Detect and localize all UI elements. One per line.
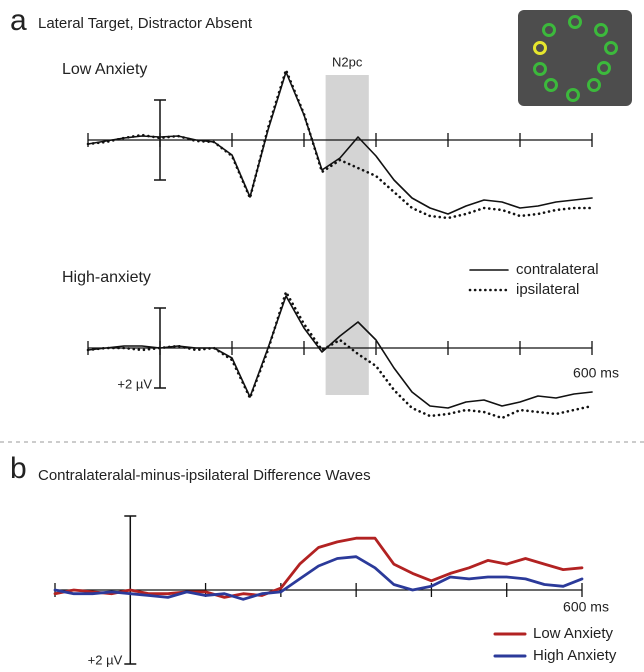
legend-label: contralateral bbox=[516, 261, 599, 278]
stimulus-inset bbox=[518, 10, 632, 106]
figure: a Lateral Target, Distractor Absent b Co… bbox=[0, 0, 644, 672]
panel-letter: b bbox=[10, 452, 27, 485]
panel-letter: a bbox=[10, 4, 27, 37]
scale-bar-label: +2 µV bbox=[117, 376, 152, 391]
chart-title: Low Anxiety bbox=[62, 61, 147, 78]
panel-title: Lateral Target, Distractor Absent bbox=[38, 15, 253, 32]
waveform bbox=[55, 538, 582, 597]
legend-label: ipsilateral bbox=[516, 281, 579, 298]
x-tick-label: 600 ms bbox=[563, 599, 609, 615]
shade-layer bbox=[326, 75, 369, 395]
x-tick-label: 600 ms bbox=[573, 365, 619, 381]
shade-label: N2pc bbox=[332, 54, 363, 69]
panel-title: Contralateralal-minus-ipsilateral Differ… bbox=[38, 467, 371, 484]
legend-label: Low Anxiety bbox=[533, 625, 614, 642]
n2pc-window bbox=[326, 75, 369, 395]
legend-label: High Anxiety bbox=[533, 647, 617, 664]
inset-background bbox=[518, 10, 632, 106]
scale-bar-label: +2 µV bbox=[88, 652, 123, 667]
chart-title: High-anxiety bbox=[62, 269, 151, 286]
